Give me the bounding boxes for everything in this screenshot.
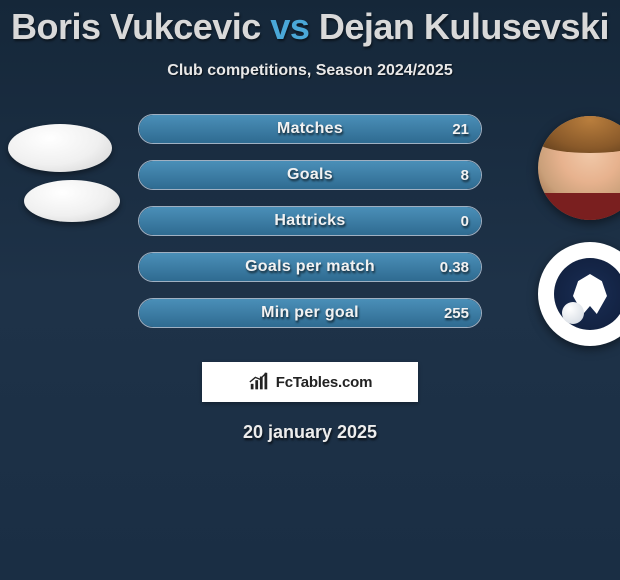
stat-bar-row: Goals8 [138, 160, 482, 190]
bar-chart-icon [248, 371, 270, 393]
player2-avatar [538, 116, 620, 220]
stat-value-right: 255 [444, 299, 469, 327]
stat-value-right: 0 [461, 207, 469, 235]
stat-bar-row: Min per goal255 [138, 298, 482, 328]
crest-bg [538, 242, 620, 346]
stat-bar-row: Goals per match0.38 [138, 252, 482, 282]
player1-club-avatar [24, 180, 120, 222]
comparison-stage: Matches21 Goals8 Hattricks0 Goals per match… [0, 114, 620, 354]
page-title: Boris Vukcevic vs Dejan Kulusevski [0, 0, 620, 48]
player1-avatar [8, 124, 112, 172]
vs-label: vs [270, 6, 309, 47]
subtitle: Club competitions, Season ​2024/2025 [0, 62, 620, 80]
face-icon [538, 116, 620, 220]
stat-value-right: 8 [461, 161, 469, 189]
stat-bar-row: Hattricks0 [138, 206, 482, 236]
crest-ball-icon [562, 302, 584, 324]
crest-inner [554, 258, 620, 331]
stat-value-right: 0.38 [440, 253, 469, 281]
stat-bar-row: Matches21 [138, 114, 482, 144]
stat-value-right: 21 [452, 115, 469, 143]
player2-club-crest [538, 242, 620, 346]
stat-bars: Matches21 Goals8 Hattricks0 Goals per match… [138, 114, 482, 344]
credit-box: FcTables.com [202, 362, 418, 402]
stat-label: Matches [139, 115, 481, 143]
stat-label: Goals per match [139, 253, 481, 281]
snapshot-date: 20 january 2025 [0, 422, 620, 443]
stat-label: Hattricks [139, 207, 481, 235]
player2-name: Dejan Kulusevski [319, 6, 609, 47]
credit-text: FcTables.com [276, 374, 373, 391]
player1-name: Boris Vukcevic [11, 6, 261, 47]
stat-label: Min per goal [139, 299, 481, 327]
stat-label: Goals [139, 161, 481, 189]
